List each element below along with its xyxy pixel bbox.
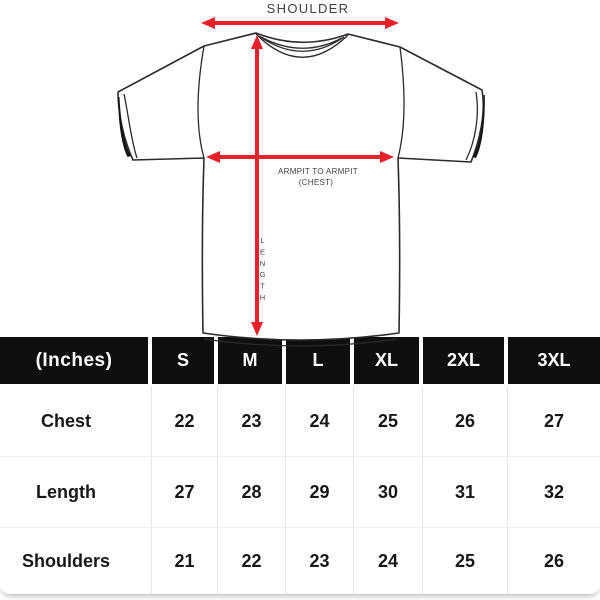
length-arrow-icon [251, 35, 263, 336]
cell-chest-3xl: 27 [543, 410, 565, 431]
cell-chest-m: 23 [218, 386, 286, 456]
cell-length-xl: 30 [354, 457, 423, 527]
chest-measurement-label: (CHEST) [298, 178, 334, 187]
cell-chest-2xl: 26 [423, 386, 508, 456]
tshirt-body-shape [117, 32, 485, 341]
right-cuff-line [465, 91, 479, 161]
cell-shoulders-l: 23 [286, 528, 354, 594]
right-sleeve-seam [397, 46, 405, 159]
size-chart-table: (Inches) S M L XL 2XL 3XL Chest 22 23 24… [0, 337, 600, 594]
cell-length-s: 27 [152, 457, 218, 527]
cell-chest-xl: 25 [354, 386, 423, 456]
cell-shoulders-m: 22 [218, 528, 286, 594]
row-label-length: Length [0, 457, 152, 527]
cell-chest-s: 22 [152, 386, 218, 456]
table-row-chest: Chest 22 23 24 25 26 27 [0, 384, 600, 456]
cell-shoulders-3xl: 26 [543, 550, 565, 571]
cell-shoulders-xl: 24 [354, 528, 423, 594]
collar-seam-line [258, 35, 345, 52]
cell-length-l: 29 [286, 457, 354, 527]
armpit-measurement-label: ARMPIT TO ARMPIT [278, 167, 358, 176]
cell-shoulders-s: 21 [152, 528, 218, 594]
collar-inner-line [260, 36, 343, 49]
hem-line [203, 338, 398, 347]
chest-arrow-icon [206, 151, 394, 163]
header-size-s: S [152, 337, 218, 384]
header-size-3xl: 3XL [508, 337, 600, 384]
right-cuff-shadow [472, 95, 485, 158]
row-label-shoulders: Shoulders [0, 528, 152, 594]
collar-band-line [255, 33, 349, 58]
left-cuff-line [123, 93, 138, 159]
header-size-2xl: 2XL [423, 337, 508, 384]
tshirt-outline-icon [117, 17, 485, 347]
cell-length-3xl: 32 [543, 481, 565, 502]
shoulder-measurement-label: SHOULDER [266, 1, 350, 16]
cell-chest-l: 24 [286, 386, 354, 456]
row-label-chest: Chest [0, 386, 152, 456]
left-cuff-shadow [118, 97, 131, 157]
header-size-xl: XL [354, 337, 423, 384]
length-measurement-label: LENGTH [258, 236, 267, 305]
shoulder-arrow-icon [201, 17, 399, 29]
left-sleeve-seam [197, 45, 205, 159]
table-row-shoulders: Shoulders 21 22 23 24 25 26 [0, 527, 600, 594]
table-row-length: Length 27 28 29 30 31 32 [0, 456, 600, 527]
header-inches: (Inches) [0, 337, 152, 384]
cell-shoulders-2xl: 25 [423, 528, 508, 594]
cell-length-2xl: 31 [423, 457, 508, 527]
tshirt-measurement-diagram: SHOULDER ARMPIT TO ARMPIT (CHEST) LENGTH [117, 1, 485, 347]
cell-length-m: 28 [218, 457, 286, 527]
